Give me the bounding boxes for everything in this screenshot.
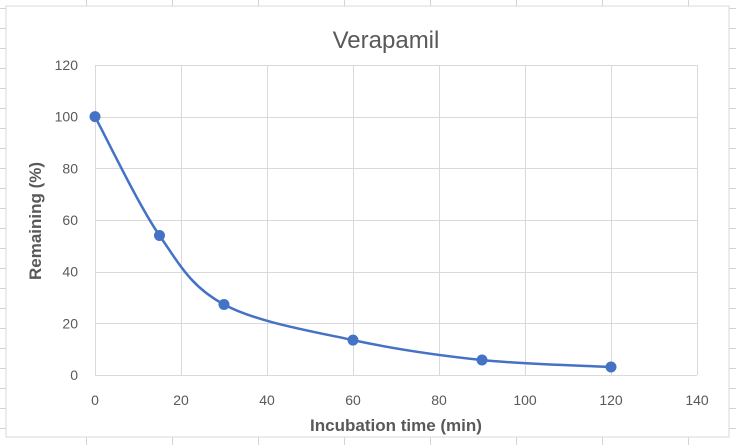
data-point-marker[interactable] [154,230,165,241]
data-point-marker[interactable] [476,354,488,366]
x-axis-tick-labels: 0 20 40 60 80 100 120 140 [91,392,709,408]
data-point-marker[interactable] [89,111,101,123]
y-tick-label: 120 [55,57,79,73]
y-tick-label: 40 [62,264,78,280]
x-tick-label: 100 [513,392,537,408]
data-point-marker[interactable] [347,334,359,346]
x-tick-label: 140 [685,392,709,408]
y-axis-tick-labels: 0 20 40 60 80 100 120 [55,57,79,383]
x-tick-label: 80 [431,392,447,408]
x-tick-label: 20 [173,392,189,408]
y-tick-label: 60 [62,212,78,228]
chart-title: Verapamil [333,27,440,54]
x-axis-title: Incubation time (min) [310,416,482,435]
chart-border [5,5,730,438]
y-tick-label: 20 [62,315,78,331]
y-tick-label: 0 [70,367,78,383]
series-layer [89,111,617,373]
y-tick-label: 100 [55,109,79,125]
x-tick-label: 120 [599,392,623,408]
series-line [93,115,613,369]
plot-gridlines [95,65,698,376]
data-point-marker[interactable] [605,361,617,373]
x-tick-label: 60 [345,392,361,408]
y-tick-label: 80 [62,160,78,176]
x-tick-label: 0 [91,392,99,408]
data-point-marker[interactable] [218,298,230,310]
x-tick-label: 40 [259,392,275,408]
y-axis-title: Remaining (%) [26,162,45,280]
